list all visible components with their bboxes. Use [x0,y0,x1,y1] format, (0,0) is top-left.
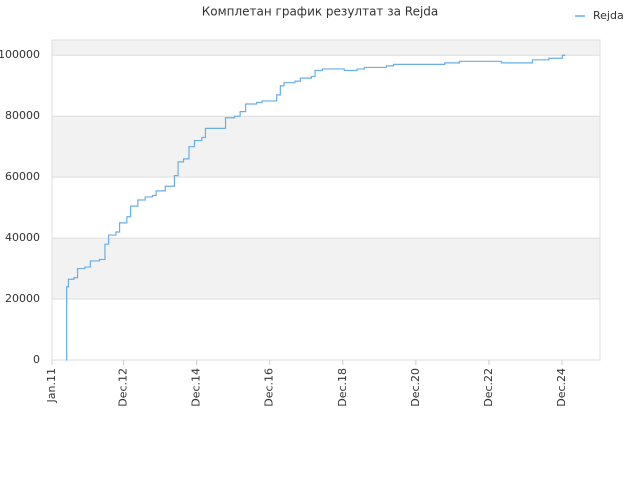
y-tick-label: 100000 [0,48,40,61]
y-tick-label: 40000 [5,231,40,244]
x-tick-label: Dec.22 [482,368,495,407]
x-tick-label: Dec.20 [409,368,422,407]
y-tick-label: 0 [33,353,40,366]
x-tick-label: Jan.11 [45,368,58,403]
x-tick-label: Dec.16 [263,368,276,407]
y-tick-label: 20000 [5,292,40,305]
y-tick-label: 80000 [5,109,40,122]
x-tick-label: Dec.14 [190,368,203,407]
grid-band [52,116,600,178]
y-tick-label: 60000 [5,170,40,183]
line [65,54,566,361]
chart-title: Комплетан график резултат за Rejda [202,5,439,19]
x-tick-label: Dec.24 [555,368,568,407]
legend-label: Rejda [593,9,624,22]
grid-band [52,40,600,56]
x-tick-label: Dec.18 [336,368,349,407]
x-tick-label: Dec.12 [117,368,130,407]
plot-area [51,39,601,361]
grid-band [52,238,600,300]
